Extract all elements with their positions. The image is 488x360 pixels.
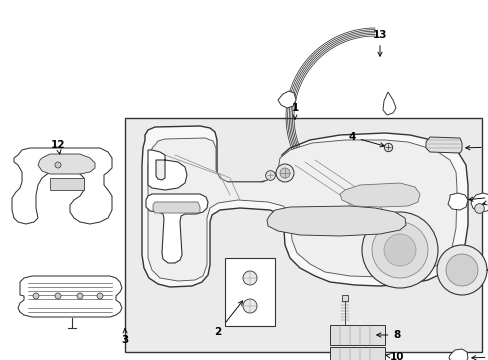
Text: 12: 12	[51, 140, 65, 154]
Polygon shape	[382, 92, 395, 115]
Bar	[224, 258, 274, 326]
Text: 4: 4	[347, 132, 384, 147]
Circle shape	[445, 254, 477, 286]
Polygon shape	[146, 194, 207, 263]
Text: 10: 10	[385, 352, 404, 360]
Circle shape	[383, 234, 415, 266]
Polygon shape	[339, 183, 419, 207]
Circle shape	[275, 164, 293, 182]
Polygon shape	[18, 276, 122, 317]
Polygon shape	[148, 150, 186, 190]
Polygon shape	[50, 178, 84, 190]
Polygon shape	[470, 193, 488, 212]
Polygon shape	[425, 137, 461, 153]
Text: 9: 9	[471, 352, 488, 360]
Circle shape	[77, 293, 83, 299]
Text: 2: 2	[214, 301, 242, 337]
Text: 5: 5	[482, 196, 488, 206]
Polygon shape	[148, 138, 456, 281]
Polygon shape	[12, 148, 112, 224]
Circle shape	[55, 293, 61, 299]
Circle shape	[97, 293, 103, 299]
Polygon shape	[448, 349, 467, 360]
Bar	[329, 325, 384, 345]
Polygon shape	[447, 193, 467, 210]
Polygon shape	[38, 154, 95, 174]
Circle shape	[361, 212, 437, 288]
Text: 7: 7	[487, 265, 488, 275]
Circle shape	[436, 245, 486, 295]
Circle shape	[243, 271, 257, 285]
Text: 8: 8	[376, 330, 400, 340]
Polygon shape	[278, 91, 295, 108]
Bar	[329, 347, 384, 360]
Text: 1: 1	[291, 103, 298, 119]
Circle shape	[280, 168, 289, 178]
Bar	[125, 118, 481, 352]
Text: 3: 3	[121, 329, 128, 345]
Circle shape	[55, 162, 61, 168]
Circle shape	[33, 293, 39, 299]
Text: 6: 6	[468, 192, 488, 202]
Circle shape	[371, 222, 427, 278]
Text: 11: 11	[465, 142, 488, 152]
Text: 13: 13	[372, 30, 386, 56]
Polygon shape	[266, 206, 405, 236]
Circle shape	[243, 299, 257, 313]
Polygon shape	[153, 202, 200, 213]
Polygon shape	[142, 126, 467, 287]
